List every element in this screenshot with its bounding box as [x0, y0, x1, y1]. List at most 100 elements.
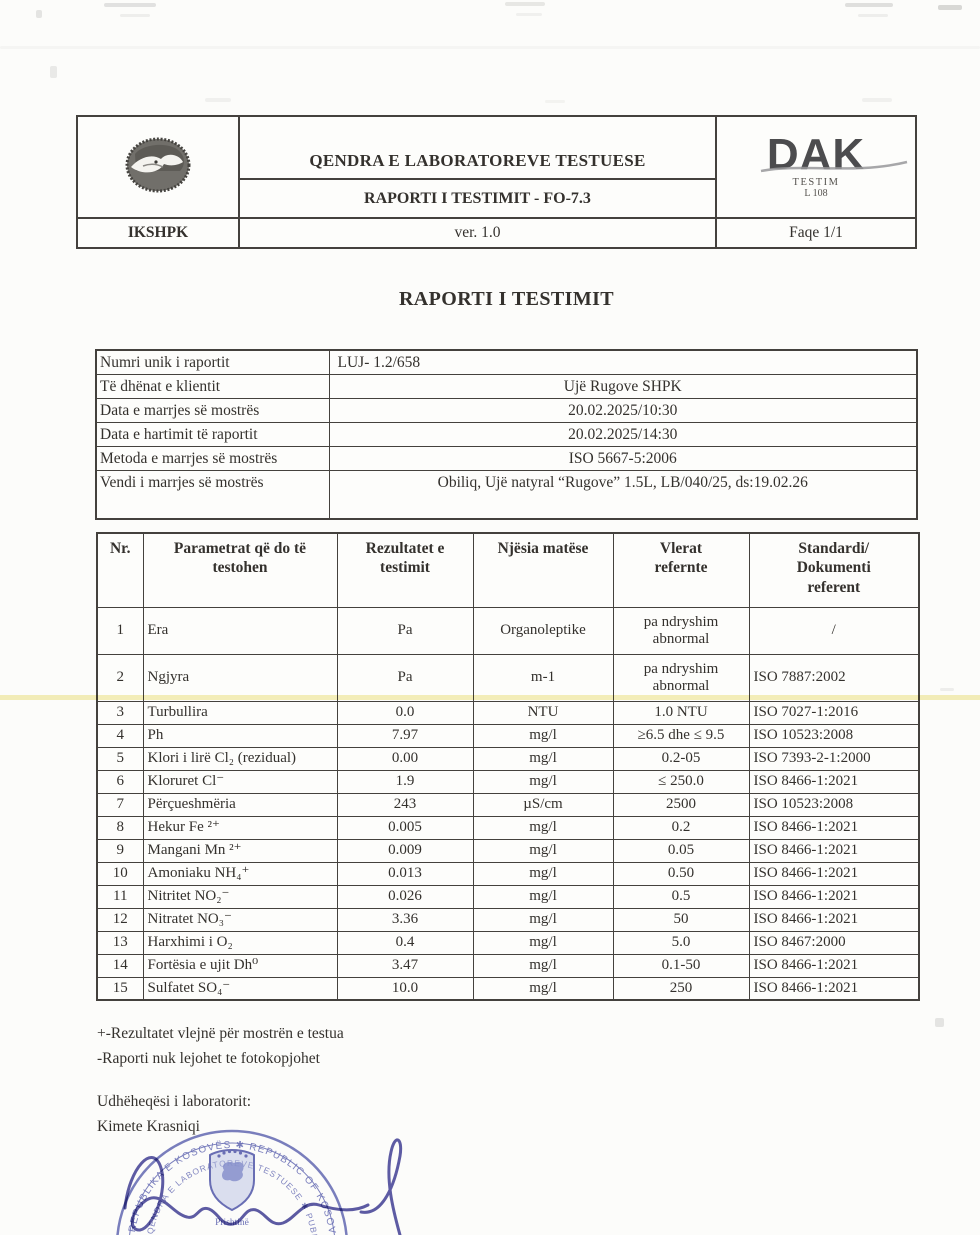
table-row: 2 Ngjyra Pa m-1 pa ndryshim abnormal ISO 7887…: [96, 653, 920, 702]
doc-title: RAPORTI I TESTIMIT - FO-7.3: [364, 189, 591, 207]
info-value: ISO 5667-5:2006: [328, 446, 918, 471]
table-row: 10 Amoniaku NH₄⁺ 0.013 mg/l 0.50 ISO 8466-1:2…: [96, 861, 920, 886]
table-cell: mg/l: [472, 815, 614, 840]
column-header: Njësia matëse: [472, 532, 614, 608]
info-row: Numri unik i raportit LUJ- 1.2/658: [95, 349, 918, 375]
table-cell: 10.0: [336, 976, 474, 1001]
table-cell: 0.005: [336, 815, 474, 840]
document-header: QENDRA E LABORATOREVE TESTUESE RAPORTI I…: [76, 115, 917, 249]
sample-info-body: Numri unik i raportit LUJ- 1.2/658 Të dhën…: [95, 349, 918, 520]
info-label: Të dhënat e klientit: [95, 374, 330, 399]
table-cell: mg/l: [472, 907, 614, 932]
table-cell: 6: [96, 769, 144, 794]
table-row: 5 Klori i lirë Cl₂ (rezidual) 0.00 mg/l 0.2-…: [96, 746, 920, 771]
table-cell: 7: [96, 792, 144, 817]
table-cell: 8: [96, 815, 144, 840]
table-cell: Era: [142, 606, 338, 655]
table-cell: 15: [96, 976, 144, 1001]
table-cell: mg/l: [472, 930, 614, 955]
table-row: 14 Fortësia e ujit Dh⁰ 3.47 mg/l 0.1-50 ISO 8…: [96, 953, 920, 978]
table-cell: 13: [96, 930, 144, 955]
results-body: 1 Era Pa Organoleptike pa ndryshim abnormal /…: [96, 606, 920, 1001]
table-cell: 1.0 NTU: [612, 700, 750, 725]
table-row: 13 Harxhimi i O₂ 0.4 mg/l 5.0 ISO 8467:2000: [96, 930, 920, 955]
table-row: 6 Kloruret Cl⁻ 1.9 mg/l ≤ 250.0 ISO 8466-1:20…: [96, 769, 920, 794]
table-cell: 3.47: [336, 953, 474, 978]
table-cell: 7.97: [336, 723, 474, 748]
table-cell: Mangani Mn ²⁺: [142, 838, 338, 863]
highlight-streak: [0, 695, 980, 700]
lab-head-role: Udhëheqësi i laboratorit:: [97, 1093, 252, 1110]
scan-artifact: [36, 10, 42, 18]
table-cell: pa ndryshim abnormal: [612, 653, 750, 702]
table-cell: ISO 8466-1:2021: [748, 953, 920, 978]
table-cell: ISO 7027-1:2016: [748, 700, 920, 725]
info-value: LUJ- 1.2/658: [328, 349, 918, 375]
table-cell: ≤ 250.0: [612, 769, 750, 794]
dak-accreditation-cell: DAK TESTIM L 108: [717, 117, 915, 219]
stamp-shield-icon: [209, 1148, 255, 1212]
column-header: Nr.: [96, 532, 144, 608]
sample-info-table: Numri unik i raportit LUJ- 1.2/658 Të dhën…: [95, 349, 918, 520]
info-row: Vendi i marrjes së mostrës Obiliq, Ujë na…: [95, 470, 918, 520]
signature: [123, 1138, 403, 1235]
table-cell: Hekur Fe ²⁺: [142, 815, 338, 840]
table-cell: 5.0: [612, 930, 750, 955]
footnote-validity: +-Rezultatet vlejnë për mostrën e testua: [97, 1025, 344, 1042]
column-header: Vlerat refernte: [612, 532, 750, 608]
table-row: 8 Hekur Fe ²⁺ 0.005 mg/l 0.2 ISO 8466-1:2021: [96, 815, 920, 840]
scan-artifact: [205, 98, 231, 102]
table-cell: mg/l: [472, 884, 614, 909]
table-cell: ISO 10523:2008: [748, 792, 920, 817]
info-value: Obiliq, Ujë natyral “Rugove” 1.5L, LB/04…: [328, 470, 918, 520]
table-cell: 3.36: [336, 907, 474, 932]
table-row: 15 Sulfatet SO₄⁻ 10.0 mg/l 250 ISO 8466-1:202…: [96, 976, 920, 1001]
results-header-row: Nr. Parametrat që do të testohen Rezultate…: [96, 532, 920, 608]
table-cell: ISO 8466-1:2021: [748, 861, 920, 886]
table-cell: ISO 8466-1:2021: [748, 907, 920, 932]
table-cell: ISO 8466-1:2021: [748, 838, 920, 863]
table-cell: 243: [336, 792, 474, 817]
scan-artifact: [120, 14, 150, 17]
table-cell: mg/l: [472, 861, 614, 886]
table-cell: ISO 8466-1:2021: [748, 976, 920, 1001]
table-cell: 0.009: [336, 838, 474, 863]
column-header: Rezultatet e testimit: [336, 532, 474, 608]
scan-artifact: [50, 66, 57, 78]
report-title: RAPORTI I TESTIMIT: [398, 288, 615, 310]
scan-artifact: [938, 5, 962, 10]
dak-swoosh-icon: [760, 160, 908, 173]
scan-artifact: [858, 14, 888, 17]
info-row: Data e marrjes së mostrës 20.02.2025/10:3…: [95, 398, 918, 423]
table-cell: 9: [96, 838, 144, 863]
table-cell: 2: [96, 653, 144, 702]
table-cell: 2500: [612, 792, 750, 817]
table-cell: mg/l: [472, 838, 614, 863]
column-header: Standardi/ Dokumenti referent: [748, 532, 920, 608]
scan-artifact: [0, 46, 980, 49]
table-cell: 0.5: [612, 884, 750, 909]
table-cell: ISO 7887:2002: [748, 653, 920, 702]
info-row: Data e hartimit të raportit 20.02.2025/14…: [95, 422, 918, 447]
table-cell: ISO 8466-1:2021: [748, 815, 920, 840]
table-cell: pa ndryshim abnormal: [612, 606, 750, 655]
table-cell: 0.0: [336, 700, 474, 725]
table-row: 7 Përçueshmëria 243 µS/cm 2500 ISO 10523:2008: [96, 792, 920, 817]
table-row: 12 Nitratet NO₃⁻ 3.36 mg/l 50 ISO 8466-1:2021: [96, 907, 920, 932]
lab-head-name: Kimete Krasniqi: [97, 1117, 200, 1135]
table-cell: mg/l: [472, 769, 614, 794]
table-cell: Fortësia e ujit Dh⁰: [142, 953, 338, 978]
column-header: Parametrat që do të testohen: [142, 532, 338, 608]
scan-artifact: [940, 688, 954, 691]
footnotes: +-Rezultatet vlejnë për mostrën e testua…: [97, 1022, 344, 1072]
table-cell: 0.2: [612, 815, 750, 840]
table-cell: 0.1-50: [612, 953, 750, 978]
table-cell: Harxhimi i O₂: [142, 930, 338, 955]
table-cell: 3: [96, 700, 144, 725]
table-cell: 250: [612, 976, 750, 1001]
table-cell: Përçueshmëria: [142, 792, 338, 817]
info-row: Metoda e marrjes së mostrës ISO 5667-5:20…: [95, 446, 918, 471]
scan-artifact: [516, 13, 542, 16]
table-cell: Ngjyra: [142, 653, 338, 702]
